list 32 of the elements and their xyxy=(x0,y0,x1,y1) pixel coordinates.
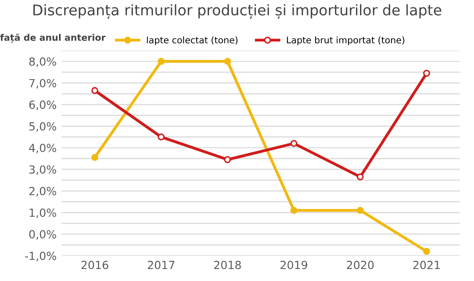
point xyxy=(423,248,430,255)
point xyxy=(356,173,364,180)
y-tick-label: 3,0% xyxy=(29,165,56,175)
point xyxy=(290,140,298,147)
y-tick-label: 7,0% xyxy=(29,78,56,88)
y-tick-label: 4,0% xyxy=(29,144,56,154)
x-tick-label: 2017 xyxy=(148,260,174,270)
legend-label: Lapte brut importat (tone) xyxy=(286,36,404,46)
x-tick-label: 2020 xyxy=(346,260,374,270)
point xyxy=(91,154,98,161)
point xyxy=(158,133,165,140)
y-tick-label: 5,0% xyxy=(29,122,56,132)
point xyxy=(158,58,165,65)
y-tick-label: 1,0% xyxy=(30,208,56,218)
point xyxy=(423,70,430,77)
y-tick-label: 0,0% xyxy=(29,230,56,240)
point xyxy=(91,87,98,94)
x-tick-label: 2018 xyxy=(214,260,241,270)
point xyxy=(356,206,364,214)
point xyxy=(224,58,231,65)
legend-label: lapte colectat (tone) xyxy=(146,36,238,46)
y-tick-label: -1,0% xyxy=(25,252,56,262)
y-tick-label: 6,0% xyxy=(29,100,56,110)
x-tick-label: 2021 xyxy=(413,260,440,270)
point xyxy=(290,206,298,214)
y-tick-label: 2,0% xyxy=(29,186,56,196)
chart-title: Discrepanța ritmurilor producției și importurilor de lapte xyxy=(33,4,442,19)
point xyxy=(224,156,231,164)
y-axis-title: față de anul anterior xyxy=(0,34,106,43)
x-tick-label: 2019 xyxy=(280,260,308,270)
y-tick-label: 8,0% xyxy=(29,57,56,67)
x-tick-label: 2016 xyxy=(81,260,108,270)
